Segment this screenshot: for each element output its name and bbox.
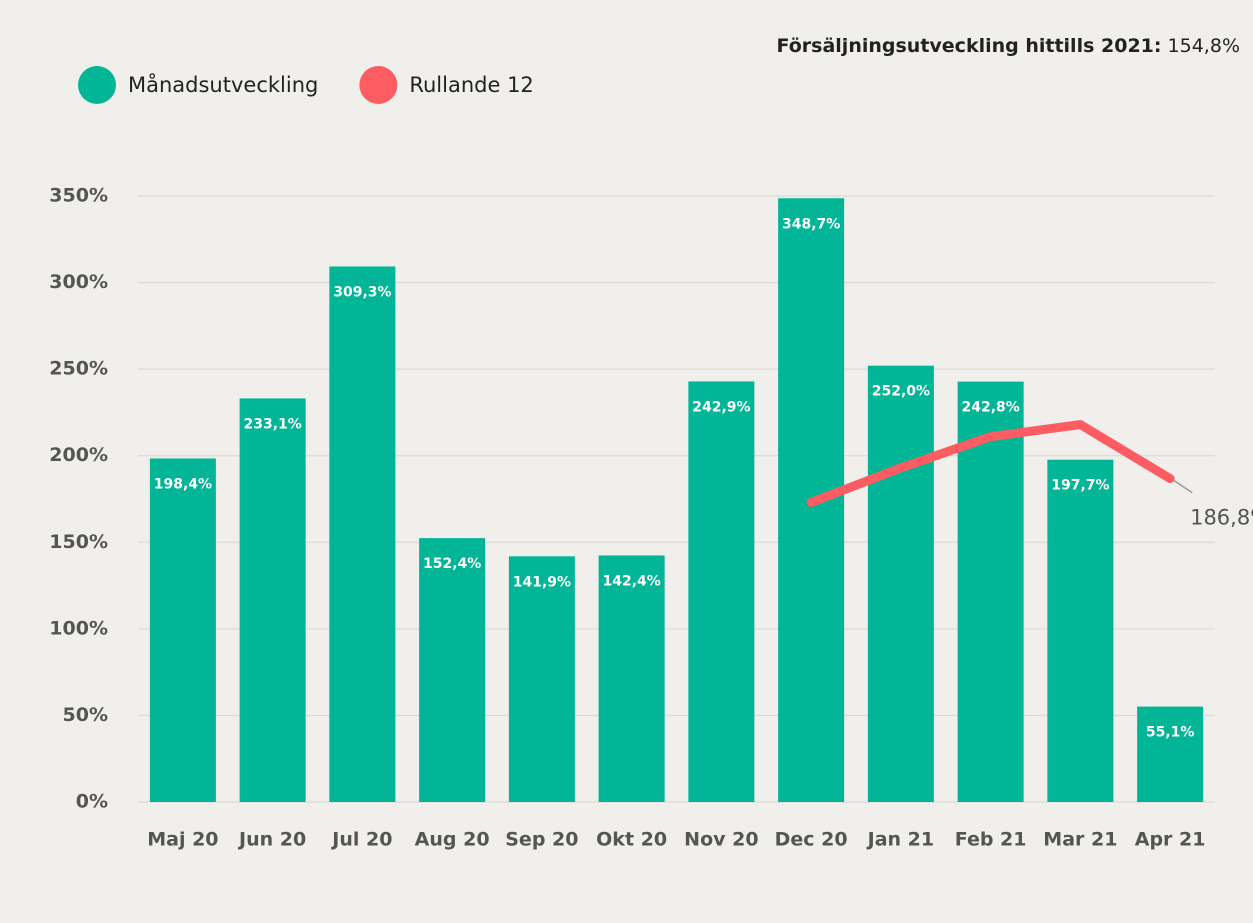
value-label: 309,3% [333,284,391,300]
bar [508,556,575,802]
bar [1137,706,1204,802]
legend-marker [78,66,116,104]
x-tick-label: Jun 20 [237,829,306,851]
y-tick-label: 200% [49,444,108,466]
line [806,420,1175,507]
value-label: 348,7% [782,216,840,232]
value-label: 141,9% [513,574,571,590]
value-label: 242,8% [961,400,1019,416]
y-tick-label: 100% [49,617,108,639]
x-tick-label: Apr 21 [1135,829,1206,851]
annotation-label: Försäljningsutveckling hittills 2021: [777,35,1162,57]
legend-label: Månadsutveckling [128,72,318,97]
x-tick-label: Aug 20 [415,829,490,851]
y-tick-label: 350% [49,185,108,207]
x-tick-label: Dec 20 [775,829,848,851]
value-label: 142,4% [602,573,660,589]
value-label: 233,1% [243,416,301,432]
bar [598,555,665,802]
y-tick-label: 150% [49,531,108,553]
value-label: 152,4% [423,556,481,572]
leader-line [1173,479,1193,494]
bar [149,458,216,802]
x-tick-label: Okt 20 [596,829,667,851]
x-tick-label: Feb 21 [955,829,1027,851]
y-tick-label: 0% [76,791,108,813]
y-tick-label: 300% [49,271,108,293]
value-label: 242,9% [692,399,750,415]
x-tick-label: Mar 21 [1043,829,1117,851]
value-label: 252,0% [872,384,930,400]
legend-label: Rullande 12 [409,73,533,97]
value-label: 197,7% [1051,478,1109,494]
bar [957,381,1024,802]
value-label: 55,1% [1146,725,1195,741]
bar [329,266,396,803]
annotation: Försäljningsutveckling hittills 2021: 15… [777,35,1240,57]
bar [688,381,755,802]
x-tick-label: Nov 20 [684,829,758,851]
x-tick-label: Jan 21 [866,829,934,851]
x-tick-label: Maj 20 [147,829,218,851]
y-tick-label: 50% [63,704,108,726]
bar [1047,459,1114,802]
legend-marker [359,66,398,104]
bar [419,538,486,802]
y-tick-label: 250% [49,358,108,380]
value-label: 198,4% [154,476,212,492]
bar [239,398,306,802]
value-label: 186,8% [1190,506,1253,530]
x-tick-label: Sep 20 [505,829,578,851]
bar [867,365,934,802]
annotation-value: 154,8% [1168,35,1240,57]
x-tick-label: Jul 20 [330,829,392,851]
